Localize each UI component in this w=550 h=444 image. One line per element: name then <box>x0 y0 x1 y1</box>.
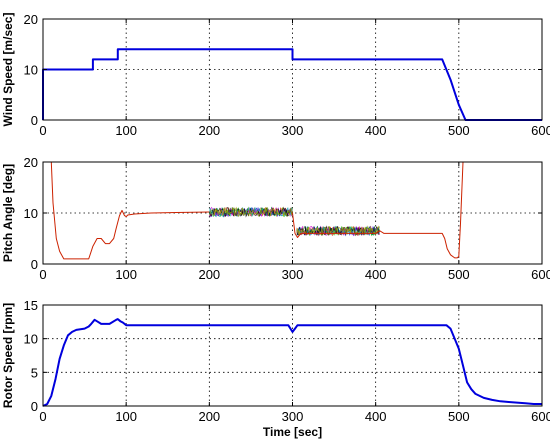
x-tick-label: 100 <box>115 267 137 282</box>
x-tick-label: 100 <box>115 123 137 138</box>
y-tick-label: 20 <box>24 12 38 27</box>
chart-panel-1: 0 100 200 300 400 500 600 0 10 20 Wind Speed [m/se… <box>1 12 550 138</box>
y-tick-label: 20 <box>24 155 38 170</box>
y-tick-label: 0 <box>31 399 38 414</box>
oscillation-band <box>209 206 293 218</box>
x-tick-label: 400 <box>365 409 387 424</box>
x-tick-label: 500 <box>448 267 470 282</box>
y-tick-label: 0 <box>31 113 38 128</box>
x-tick-label: 400 <box>365 123 387 138</box>
x-tick-label: 100 <box>115 409 137 424</box>
series-line-1 <box>50 161 210 260</box>
x-tick-label: 600 <box>531 267 550 282</box>
x-tick-label: 500 <box>448 409 470 424</box>
y-tick-label: 10 <box>24 206 38 221</box>
y-tick-label: 0 <box>31 257 38 272</box>
series-line-2 <box>292 161 464 259</box>
x-tick-label: 500 <box>448 123 470 138</box>
x-tick-label: 200 <box>198 409 220 424</box>
y-axis-label: Pitch Angle [deg] <box>1 164 15 262</box>
y-tick-label: 10 <box>24 63 38 78</box>
y-tick-label: 15 <box>24 298 38 313</box>
x-axis-label: Time [sec] <box>263 425 322 439</box>
x-tick-label: 0 <box>39 409 46 424</box>
y-tick-label: 5 <box>31 365 38 380</box>
x-tick-label: 600 <box>531 409 550 424</box>
y-axis-label: Wind Speed [m/sec] <box>1 13 15 127</box>
series-line-1 <box>42 48 542 121</box>
x-tick-label: 300 <box>282 409 304 424</box>
x-tick-label: 0 <box>39 123 46 138</box>
series-line-1 <box>42 318 542 407</box>
x-tick-label: 400 <box>365 267 387 282</box>
oscillation-line <box>209 206 293 218</box>
y-axis-label: Rotor Speed [rpm] <box>1 303 15 408</box>
x-tick-label: 600 <box>531 123 550 138</box>
x-tick-label: 0 <box>39 267 46 282</box>
chart-panel-3: 0 100 200 300 400 500 600 0 5 10 15 Rotor Speed [rp… <box>1 298 550 439</box>
x-tick-label: 300 <box>282 123 304 138</box>
x-tick-label: 300 <box>282 267 304 282</box>
oscillation-line <box>209 206 293 218</box>
x-tick-label: 200 <box>198 123 220 138</box>
y-tick-label: 10 <box>24 332 38 347</box>
chart-panel-2: 0 100 200 300 400 500 600 0 10 20 Pitch Angle [deg… <box>1 155 550 282</box>
x-tick-label: 200 <box>198 267 220 282</box>
